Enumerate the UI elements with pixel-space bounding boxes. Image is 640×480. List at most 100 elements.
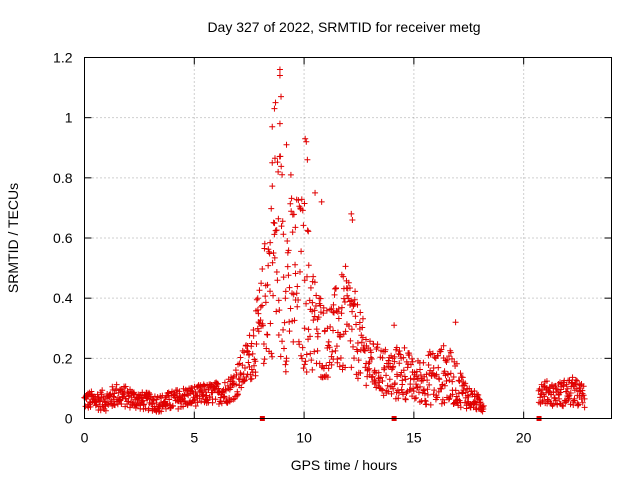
data-point <box>295 297 302 304</box>
data-point <box>254 325 261 332</box>
data-point <box>144 395 151 402</box>
data-point <box>304 227 311 234</box>
data-point <box>334 308 341 315</box>
data-point <box>574 402 581 409</box>
data-point <box>545 387 552 394</box>
data-point <box>348 210 355 217</box>
data-point <box>254 306 261 313</box>
data-point <box>411 395 418 402</box>
grid-layer <box>84 57 612 419</box>
data-point <box>214 380 221 387</box>
data-point <box>391 322 398 329</box>
data-point <box>344 292 351 299</box>
data-point <box>102 407 109 414</box>
data-point <box>368 349 375 356</box>
data-point <box>475 391 482 398</box>
data-point <box>399 377 406 384</box>
data-point <box>285 247 292 254</box>
points-layer <box>81 66 588 421</box>
data-point <box>97 407 104 414</box>
data-point <box>545 396 552 403</box>
data-point <box>122 383 129 390</box>
data-point <box>347 337 354 344</box>
data-point <box>312 189 319 196</box>
data-point <box>459 390 466 397</box>
data-point <box>141 401 148 408</box>
data-point <box>169 403 176 410</box>
y-tick-label: 1.2 <box>53 50 73 66</box>
data-point <box>290 211 297 218</box>
data-point <box>569 374 576 381</box>
data-point <box>188 384 195 391</box>
data-point <box>188 387 195 394</box>
data-point <box>382 346 389 353</box>
data-point <box>180 403 187 410</box>
data-point <box>348 364 355 371</box>
data-point <box>345 323 352 330</box>
data-point <box>288 195 295 202</box>
data-point <box>328 305 335 312</box>
data-point <box>267 320 274 327</box>
data-point <box>435 364 442 371</box>
data-point <box>564 385 571 392</box>
data-point <box>277 353 284 360</box>
data-point <box>291 317 298 324</box>
data-point <box>298 352 305 359</box>
data-point <box>111 390 118 397</box>
data-point <box>354 348 361 355</box>
data-point <box>284 238 291 245</box>
data-point <box>390 385 397 392</box>
data-point <box>272 99 279 106</box>
data-point <box>127 386 134 393</box>
data-point <box>401 373 408 380</box>
data-point <box>333 284 340 291</box>
data-point <box>317 302 324 309</box>
data-point <box>245 351 252 358</box>
data-point <box>552 397 559 404</box>
data-point <box>278 163 285 170</box>
data-point <box>299 355 306 362</box>
data-point <box>299 344 306 351</box>
data-point <box>543 378 550 385</box>
data-point <box>280 231 287 238</box>
data-point <box>260 341 267 348</box>
data-point <box>303 300 310 307</box>
data-point <box>99 387 106 394</box>
data-point <box>447 349 454 356</box>
data-point <box>331 291 338 298</box>
data-point <box>260 360 267 367</box>
data-point <box>248 366 255 373</box>
data-point <box>391 381 398 388</box>
data-point <box>435 388 442 395</box>
data-point <box>271 254 278 261</box>
data-point <box>301 361 308 368</box>
data-point <box>286 328 293 335</box>
data-point <box>473 401 480 408</box>
data-point <box>269 123 276 130</box>
data-point <box>277 153 284 160</box>
data-point <box>121 384 128 391</box>
data-point <box>307 350 314 357</box>
data-point <box>568 379 575 386</box>
data-point <box>283 141 290 148</box>
x-axis-label: GPS time / hours <box>291 457 398 473</box>
data-point <box>440 342 447 349</box>
data-point <box>402 376 409 383</box>
data-point <box>539 387 546 394</box>
data-point <box>278 223 285 230</box>
data-point <box>269 159 276 166</box>
data-point <box>431 387 438 394</box>
data-point <box>338 310 345 317</box>
data-point <box>323 307 330 314</box>
data-point <box>354 375 361 382</box>
data-point <box>381 364 388 371</box>
data-point <box>275 331 282 338</box>
data-point <box>562 397 569 404</box>
data-point <box>199 391 206 398</box>
data-point <box>294 283 301 290</box>
data-point <box>295 197 302 204</box>
data-point <box>349 216 356 223</box>
data-point <box>287 200 294 207</box>
data-point <box>320 304 327 311</box>
data-point <box>299 207 306 214</box>
